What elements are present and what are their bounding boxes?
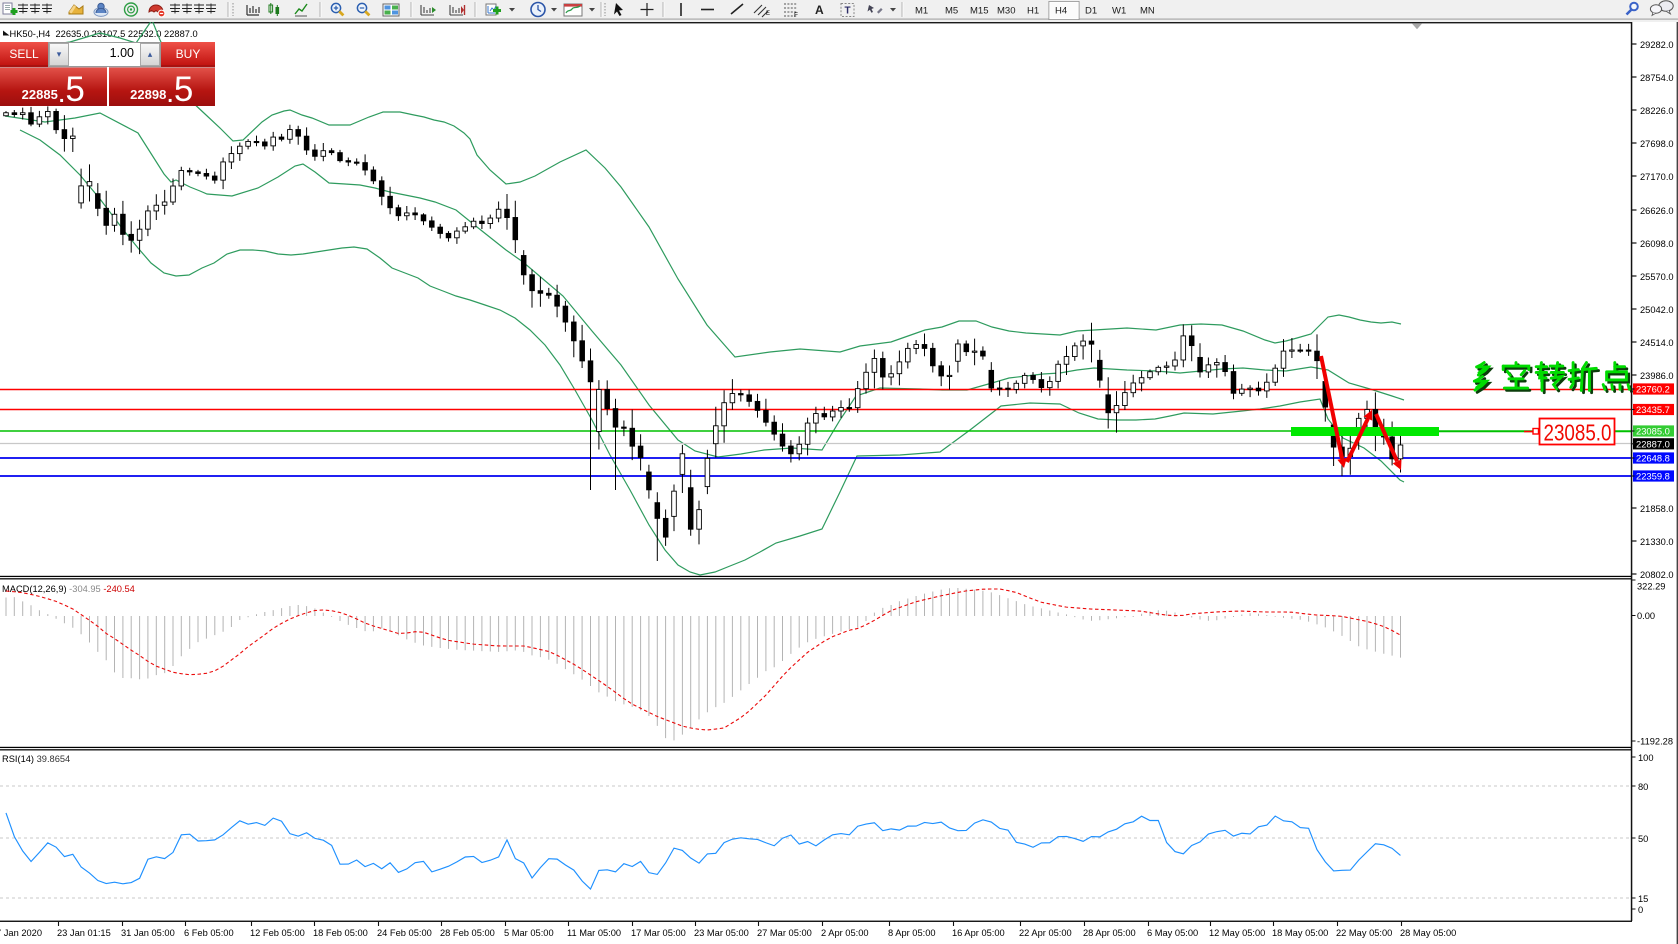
svg-text:7 Jan 2020: 7 Jan 2020 (0, 928, 42, 938)
svg-text:15: 15 (1638, 894, 1648, 904)
svg-text:16 Apr 05:00: 16 Apr 05:00 (952, 928, 1005, 938)
svg-text:12 May 05:00: 12 May 05:00 (1209, 928, 1265, 938)
svg-text:100: 100 (1638, 753, 1654, 763)
svg-text:6 May 05:00: 6 May 05:00 (1147, 928, 1198, 938)
svg-text:21858.0: 21858.0 (1640, 504, 1674, 514)
svg-text:MACD(12,26,9) -304.95 -240.54: MACD(12,26,9) -304.95 -240.54 (2, 584, 135, 594)
svg-text:21330.0: 21330.0 (1640, 537, 1674, 547)
svg-text:23760.2: 23760.2 (1636, 384, 1670, 395)
svg-text:18 Feb 05:00: 18 Feb 05:00 (313, 928, 368, 938)
svg-text:MN: MN (1140, 6, 1155, 17)
svg-text:23986.0: 23986.0 (1640, 371, 1674, 381)
svg-text:M15: M15 (970, 6, 988, 17)
svg-text:6 Feb 05:00: 6 Feb 05:00 (184, 928, 234, 938)
svg-text:T: T (845, 6, 851, 17)
svg-text:29282.0: 29282.0 (1640, 40, 1674, 50)
svg-text:8 Apr 05:00: 8 Apr 05:00 (888, 928, 936, 938)
svg-text:22648.8: 22648.8 (1636, 453, 1670, 464)
svg-text:M5: M5 (945, 6, 958, 17)
svg-text:23435.7: 23435.7 (1636, 404, 1670, 415)
svg-text:27170.0: 27170.0 (1640, 172, 1674, 182)
svg-text:20802.0: 20802.0 (1640, 570, 1674, 580)
svg-text:24514.0: 24514.0 (1640, 338, 1674, 348)
svg-text:18 May 05:00: 18 May 05:00 (1272, 928, 1328, 938)
svg-text:22887.0: 22887.0 (1636, 438, 1670, 449)
svg-text:0.00: 0.00 (1637, 611, 1655, 621)
svg-text:E: E (766, 11, 770, 17)
svg-text:27 Mar 05:00: 27 Mar 05:00 (757, 928, 812, 938)
svg-text:17 Mar 05:00: 17 Mar 05:00 (631, 928, 686, 938)
svg-text:28226.0: 28226.0 (1640, 106, 1674, 116)
svg-text:12 Feb 05:00: 12 Feb 05:00 (250, 928, 305, 938)
svg-text:22 May 05:00: 22 May 05:00 (1336, 928, 1392, 938)
svg-text:23085.0: 23085.0 (1544, 420, 1612, 446)
svg-text:22359.8: 22359.8 (1636, 471, 1670, 482)
svg-text:50: 50 (1638, 834, 1648, 844)
svg-text:23085.0: 23085.0 (1636, 426, 1670, 437)
svg-text:31 Jan 05:00: 31 Jan 05:00 (121, 928, 175, 938)
svg-text:-1192.28: -1192.28 (1637, 737, 1673, 747)
svg-text:26626.0: 26626.0 (1640, 206, 1674, 216)
svg-text:5 Mar 05:00: 5 Mar 05:00 (504, 928, 554, 938)
svg-text:M30: M30 (997, 6, 1015, 17)
svg-text:25042.0: 25042.0 (1640, 305, 1674, 315)
svg-text:F: F (794, 12, 798, 19)
svg-text:22 Apr 05:00: 22 Apr 05:00 (1019, 928, 1072, 938)
svg-text:80: 80 (1638, 782, 1648, 792)
svg-text:322.29: 322.29 (1637, 582, 1665, 592)
svg-text:RSI(14) 39.8654: RSI(14) 39.8654 (2, 754, 70, 764)
svg-text:11 Mar 05:00: 11 Mar 05:00 (567, 928, 621, 938)
svg-text:H1: H1 (1027, 6, 1039, 17)
svg-text:M1: M1 (915, 6, 928, 17)
svg-text:0: 0 (1638, 905, 1643, 915)
svg-text:28 Apr 05:00: 28 Apr 05:00 (1083, 928, 1136, 938)
svg-text:W1: W1 (1112, 6, 1126, 17)
svg-text:D1: D1 (1085, 6, 1097, 17)
svg-text:28754.0: 28754.0 (1640, 73, 1674, 83)
svg-text:28 Feb 05:00: 28 Feb 05:00 (440, 928, 495, 938)
svg-text:A: A (815, 3, 824, 17)
svg-text:23 Jan 01:15: 23 Jan 01:15 (57, 928, 111, 938)
svg-text:28 May 05:00: 28 May 05:00 (1400, 928, 1456, 938)
svg-text:25570.0: 25570.0 (1640, 272, 1674, 282)
svg-text:23 Mar 05:00: 23 Mar 05:00 (694, 928, 749, 938)
svg-text:2 Apr 05:00: 2 Apr 05:00 (821, 928, 869, 938)
svg-text:27698.0: 27698.0 (1640, 139, 1674, 149)
svg-text:24 Feb 05:00: 24 Feb 05:00 (377, 928, 432, 938)
svg-text:H4: H4 (1055, 6, 1067, 17)
svg-text:26098.0: 26098.0 (1640, 239, 1674, 249)
